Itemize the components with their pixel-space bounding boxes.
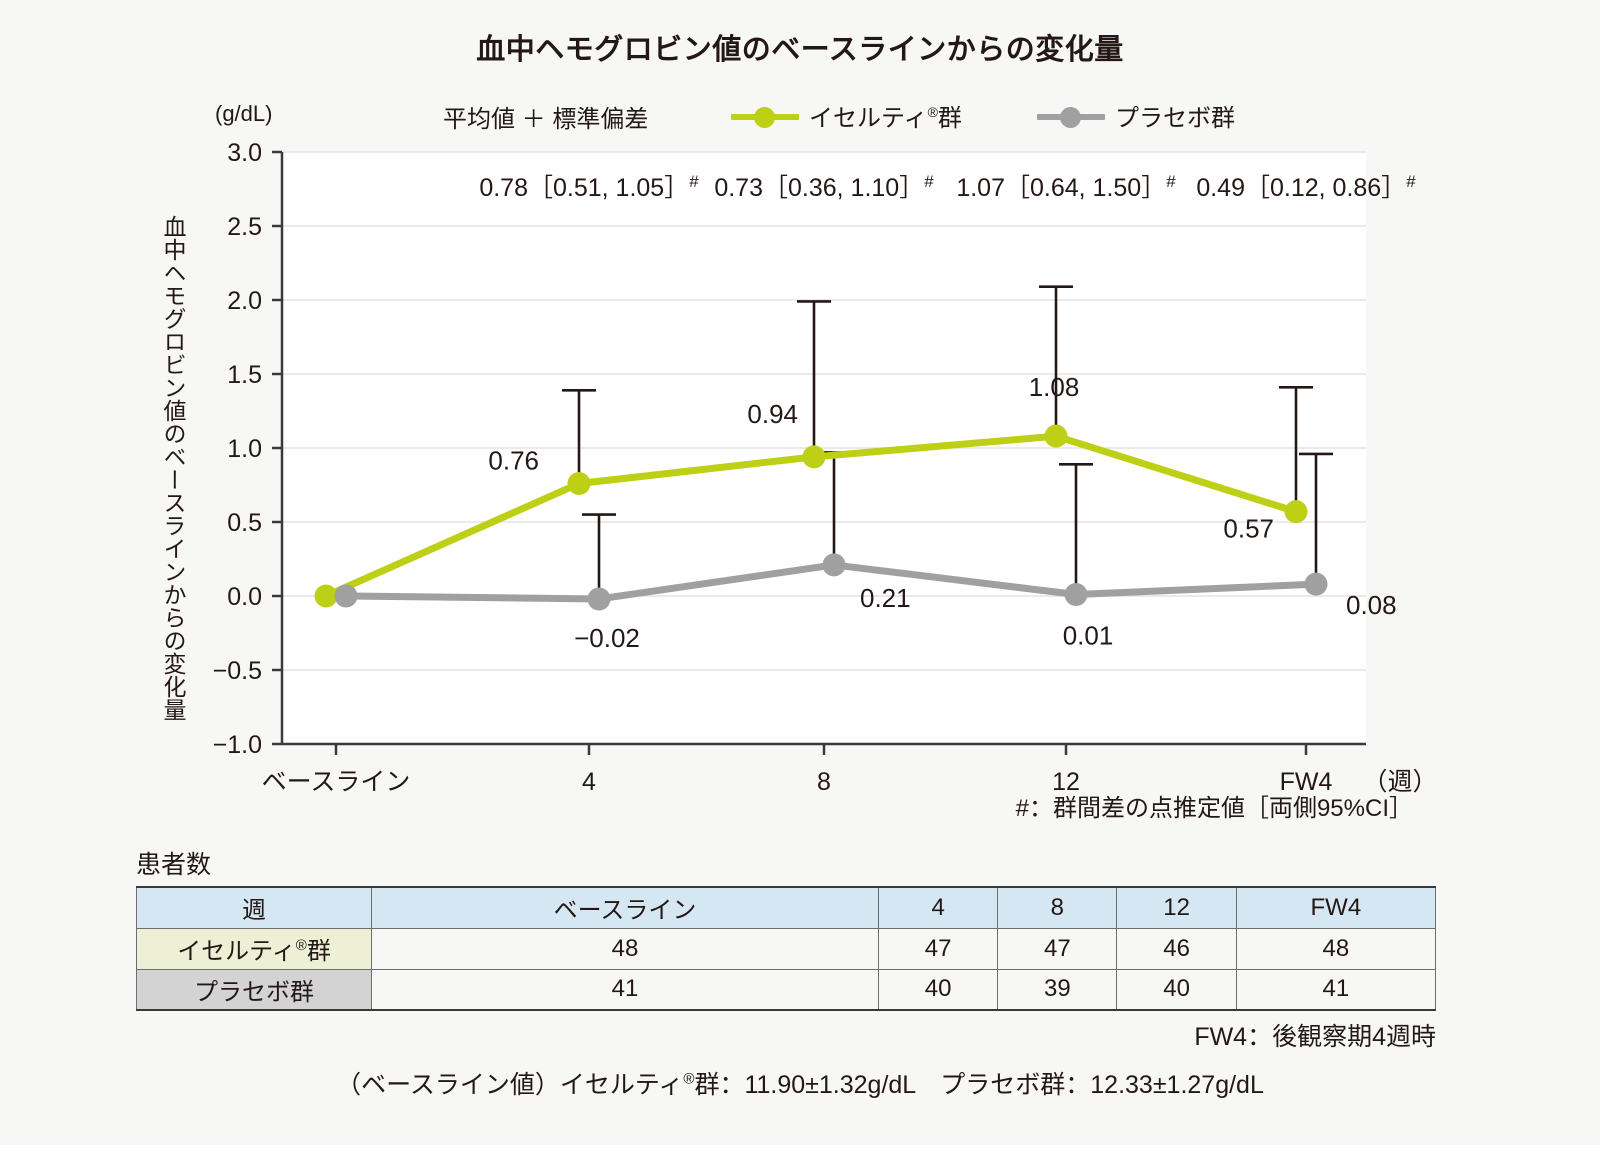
data-point-marker	[587, 587, 611, 611]
ci-annotation: 0.73［0.36, 1.10］#	[714, 172, 934, 202]
ci-annotation: 0.49［0.12, 0.86］#	[1196, 172, 1416, 202]
bottom-strip	[0, 1145, 1600, 1155]
y-axis-tick-label: 2.0	[227, 287, 262, 315]
data-point-marker	[1284, 500, 1308, 524]
data-point-marker	[802, 445, 826, 469]
table-header-cell: FW4	[1235, 886, 1437, 929]
x-axis-tick-label: 8	[817, 768, 831, 796]
data-point-marker	[1304, 572, 1328, 596]
x-axis-unit-label: （週）	[1362, 768, 1437, 796]
table-cell: 41	[1235, 968, 1437, 1011]
table-cell: 47	[997, 927, 1118, 970]
table-header-cell: 週	[136, 886, 372, 929]
table-cell: 40	[1116, 968, 1237, 1011]
data-point-label: 0.01	[1063, 621, 1114, 651]
ci-annotation: 0.78［0.51, 1.05］#	[479, 172, 699, 202]
y-axis-tick-label: 2.5	[227, 213, 262, 241]
table-header-cell: 4	[877, 886, 999, 929]
data-point-label: 0.08	[1346, 590, 1397, 620]
patient-count-caption: 患者数	[136, 851, 212, 879]
table-cell: 39	[997, 968, 1118, 1011]
table-row-label-iserutei: イセルティ®群	[136, 927, 372, 970]
data-point-label: 1.08	[1029, 372, 1080, 402]
page-title: 血中ヘモグロビン値のベースラインからの変化量	[476, 34, 1124, 66]
table-header-cell: ベースライン	[371, 886, 879, 929]
data-point-marker	[567, 472, 591, 496]
chart-plot-area: 3.0 2.5 2.0 1.5 1.0 0.5 0.0 −0.5 −1.0 ベースライン 4 8 12 F…	[213, 139, 1438, 796]
data-point-label: 0.76	[488, 446, 539, 476]
table-cell: 47	[877, 927, 999, 970]
y-axis-tick-label: 3.0	[227, 139, 262, 167]
legend-label-iserutei: イセルティ®群	[809, 104, 962, 132]
y-axis-title: 血中ヘモグロビン値のベースラインからの変化量	[160, 215, 186, 721]
y-axis-unit-label: (g/dL)	[215, 101, 273, 126]
table-cell: 41	[371, 968, 879, 1011]
y-axis-tick-label: −0.5	[213, 657, 262, 685]
table-header-cell: 8	[997, 886, 1118, 929]
x-axis-tick-label: 12	[1052, 768, 1080, 796]
data-point-marker	[334, 584, 358, 608]
table-row: プラセボ群 41 40 39 40 41	[136, 968, 1437, 1011]
y-axis-tick-label: 1.0	[227, 435, 262, 463]
legend-item-iserutei: イセルティ®群	[731, 98, 962, 133]
data-point-marker	[314, 584, 338, 608]
table-cell: 48	[1235, 927, 1437, 970]
y-axis-tick-label: 0.0	[227, 583, 262, 611]
ci-annotation: 1.07［0.64, 1.50］#	[956, 172, 1176, 202]
table-header-cell: 12	[1116, 886, 1237, 929]
table-row: イセルティ®群 48 47 47 46 48	[136, 927, 1437, 970]
ci-footnote: #：群間差の点推定値［両側95%CI］	[1015, 795, 1413, 822]
legend-label-placebo: プラセボ群	[1115, 105, 1235, 132]
data-point-marker	[1044, 424, 1068, 448]
data-point-label: 0.94	[747, 399, 798, 429]
table-cell: 48	[371, 927, 879, 970]
data-point-marker	[822, 553, 846, 577]
legend-item-placebo: プラセボ群	[1037, 98, 1235, 133]
fw4-footnote: FW4：後観察期4週時	[1194, 1023, 1436, 1051]
y-axis-tick-label: 0.5	[227, 509, 262, 537]
legend-sd-note: 平均値 ＋ 標準偏差	[443, 106, 649, 133]
table-cell: 46	[1116, 927, 1237, 970]
data-point-label: 0.21	[860, 583, 911, 613]
data-point-marker	[1064, 583, 1088, 607]
x-axis-tick-label: 4	[582, 768, 596, 796]
y-axis-tick-label: 1.5	[227, 361, 262, 389]
legend-marker-iserutei-icon	[731, 103, 799, 129]
data-point-label: 0.57	[1223, 514, 1274, 544]
chart-legend: (g/dL) 平均値 ＋ 標準偏差 イセルティ®群 プラセボ群	[0, 98, 1600, 133]
data-point-label: −0.02	[574, 623, 640, 653]
y-axis-tick-label: −1.0	[213, 731, 262, 759]
x-axis-tick-label: ベースライン	[262, 768, 411, 796]
patient-count-table: 週 ベースライン 4 8 12 FW4 イセルティ®群 48 47 47 46 …	[136, 886, 1437, 1011]
legend-marker-placebo-icon	[1037, 103, 1105, 129]
table-header-row: 週 ベースライン 4 8 12 FW4	[136, 886, 1437, 929]
baseline-footnote: （ベースライン値）イセルティ®群：11.90±1.32g/dL プラセボ群：12…	[336, 1070, 1264, 1099]
table-row-label-placebo: プラセボ群	[136, 968, 372, 1011]
table-cell: 40	[877, 968, 999, 1011]
x-axis-tick-label: FW4	[1280, 768, 1333, 796]
